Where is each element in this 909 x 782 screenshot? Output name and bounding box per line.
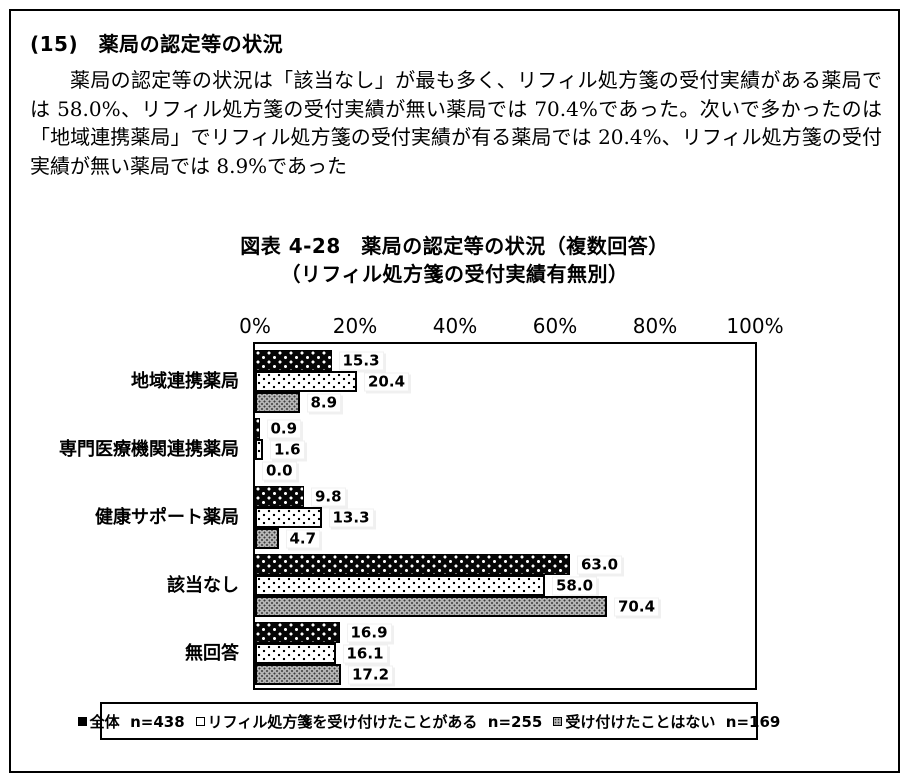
value-label: 15.3 [338, 351, 384, 370]
legend-label: リフィル処方箋を受け付けたことがある n=255 [207, 712, 543, 731]
bar [255, 622, 340, 643]
x-axis-tick: 100% [726, 314, 784, 338]
bar [255, 554, 570, 575]
category-label: 該当なし [167, 575, 239, 596]
x-axis-tick: 80% [632, 314, 678, 338]
category-label: 地域連携薬局 [131, 371, 239, 392]
value-label: 70.4 [614, 597, 660, 616]
legend-item-not-accepted: 受け付けたことはない n=169 [553, 711, 780, 732]
category-label: 健康サポート薬局 [95, 507, 239, 528]
category-label: 専門医療機関連携薬局 [59, 439, 239, 460]
bar [255, 664, 341, 685]
black-square-icon [77, 716, 87, 726]
value-label: 0.0 [262, 461, 297, 480]
value-label: 0.9 [266, 419, 302, 438]
bar [255, 528, 279, 549]
legend-item-accepted: リフィル処方箋を受け付けたことがある n=255 [195, 711, 543, 732]
gray-square-icon [553, 716, 563, 726]
value-label: 16.9 [346, 623, 392, 642]
bar [255, 507, 322, 528]
value-label: 58.0 [552, 576, 598, 595]
category-label: 無回答 [185, 643, 239, 664]
bar [255, 643, 336, 664]
x-axis-tick: 40% [432, 314, 478, 338]
value-label: 1.6 [270, 440, 305, 459]
x-axis-tick: 20% [332, 314, 378, 338]
white-square-icon [195, 716, 205, 726]
x-axis-tick: 0% [239, 314, 271, 338]
legend: 全体 n=438 リフィル処方箋を受け付けたことがある n=255 受け付けたこ… [77, 702, 780, 740]
section-heading: (15) 薬局の認定等の状況 [30, 32, 284, 56]
value-label: 9.8 [311, 487, 346, 506]
legend-label: 受け付けたことはない n=169 [565, 712, 781, 731]
category-labels: 地域連携薬局専門医療機関連携薬局健康サポート薬局該当なし無回答 [0, 344, 246, 688]
value-label: 17.2 [348, 665, 394, 684]
value-label: 63.0 [577, 555, 623, 574]
chart-subtitle: （リフィル処方箋の受付実績有無別） [280, 262, 629, 286]
legend-item-all: 全体 n=438 [77, 711, 185, 732]
bar [255, 371, 357, 392]
value-label: 20.4 [364, 372, 410, 391]
chart-title: 図表 4-28 薬局の認定等の状況（複数回答） [240, 234, 669, 258]
value-label: 4.7 [285, 529, 321, 548]
bar [255, 439, 263, 460]
legend-label: 全体 n=438 [89, 712, 185, 731]
bar [255, 418, 260, 439]
bar [255, 486, 304, 507]
value-label: 8.9 [306, 393, 342, 412]
plot-area: 15.3 20.4 8.9 0.9 1.6 0.0 9.8 13.3 4.7 63.0 58.0 70… [253, 342, 757, 690]
value-label: 16.1 [342, 644, 388, 663]
bar [255, 350, 332, 371]
bar [255, 392, 300, 413]
body-paragraph: 薬局の認定等の状況は「該当なし」が最も多く、リフィル処方箋の受付実績がある薬局で… [30, 68, 882, 178]
bar [255, 575, 545, 596]
bar [255, 596, 607, 617]
x-axis-tick: 60% [532, 314, 578, 338]
value-label: 13.3 [328, 508, 374, 527]
